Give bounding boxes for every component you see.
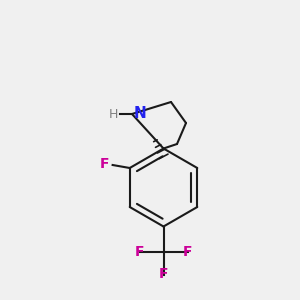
Text: F: F: [100, 157, 109, 170]
Text: F: F: [135, 245, 144, 259]
Text: F: F: [183, 245, 192, 259]
Text: H: H: [109, 107, 118, 121]
Text: F: F: [159, 268, 168, 281]
Text: N: N: [134, 106, 146, 122]
